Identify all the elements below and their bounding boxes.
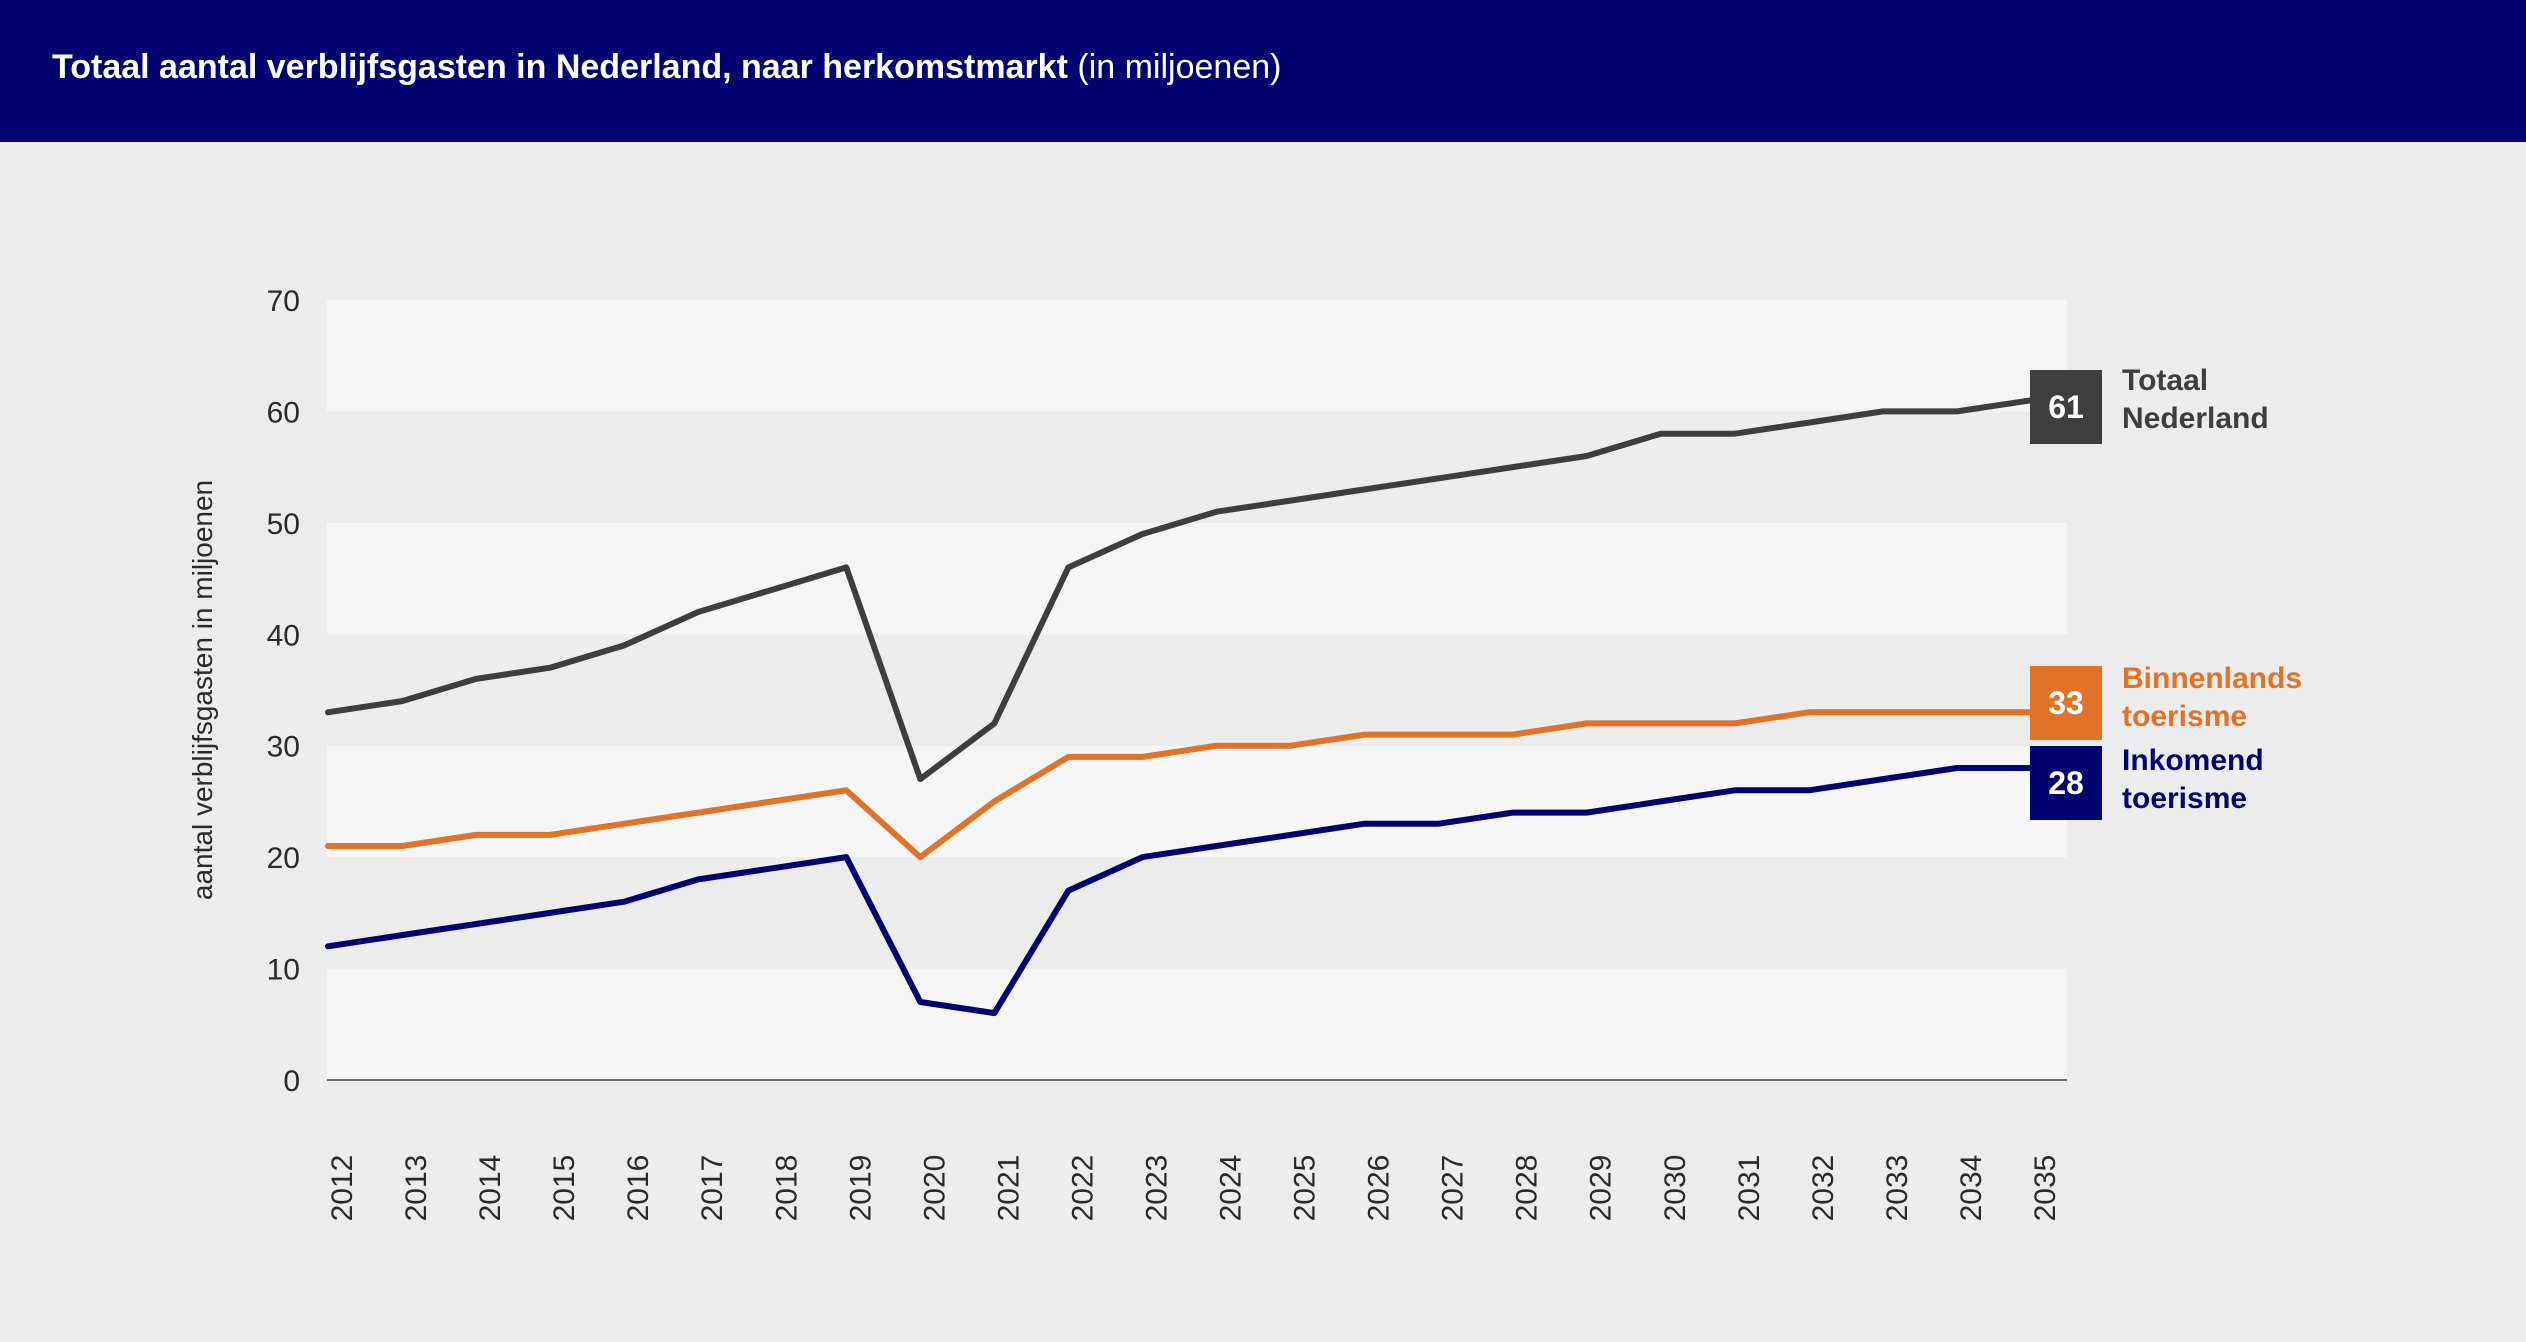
grid-band bbox=[327, 411, 2067, 523]
y-tick-label: 70 bbox=[267, 285, 300, 318]
end-badge-binnenlands bbox=[2030, 666, 2102, 740]
x-tick-label: 2016 bbox=[622, 1155, 655, 1222]
x-tick-label: 2023 bbox=[1140, 1155, 1173, 1222]
x-tick-label: 2035 bbox=[2029, 1155, 2062, 1222]
y-tick-label: 0 bbox=[283, 1065, 300, 1098]
end-badge-value-totaal: 61 bbox=[2048, 389, 2084, 425]
y-axis-label: aantal verblijfsgasten in miljoenen bbox=[187, 480, 218, 900]
x-tick-label: 2012 bbox=[326, 1155, 359, 1222]
x-tick-label: 2021 bbox=[992, 1155, 1025, 1222]
grid-band bbox=[327, 300, 2067, 412]
grid-band bbox=[327, 522, 2067, 635]
grid-band bbox=[327, 745, 2067, 858]
end-badge-totaal bbox=[2030, 370, 2102, 444]
x-tick-label: 2020 bbox=[918, 1155, 951, 1222]
y-tick-label: 50 bbox=[267, 508, 300, 541]
x-tick-label: 2022 bbox=[1066, 1155, 1099, 1222]
chart-title: Totaal aantal verblijfsgasten in Nederla… bbox=[52, 48, 1281, 87]
y-tick-label: 20 bbox=[267, 842, 300, 875]
x-tick-label: 2019 bbox=[844, 1155, 877, 1222]
end-badge-value-binnenlands: 33 bbox=[2048, 685, 2084, 721]
x-tick-label: 2018 bbox=[770, 1155, 803, 1222]
series-label-binnenlands: Binnenlands bbox=[2122, 662, 2302, 695]
series-label-totaal: Totaal bbox=[2122, 364, 2208, 397]
x-tick-label: 2013 bbox=[400, 1155, 433, 1222]
x-tick-label: 2025 bbox=[1289, 1155, 1322, 1222]
chart-title-unit: (in miljoenen) bbox=[1077, 48, 1282, 86]
header-bar: Totaal aantal verblijfsgasten in Nederla… bbox=[0, 0, 2526, 142]
x-tick-label: 2024 bbox=[1215, 1155, 1248, 1222]
series-label-inkomend: Inkomend bbox=[2122, 744, 2264, 777]
x-tick-label: 2030 bbox=[1659, 1155, 1692, 1222]
x-tick-label: 2029 bbox=[1585, 1155, 1618, 1222]
series-label-totaal: Nederland bbox=[2122, 402, 2269, 435]
x-tick-label: 2032 bbox=[1807, 1155, 1840, 1222]
series-line-inkomend bbox=[325, 765, 2034, 1017]
y-tick-label: 60 bbox=[267, 396, 300, 429]
end-badge-value-inkomend: 28 bbox=[2048, 765, 2084, 801]
grid-band bbox=[327, 634, 2067, 746]
grid-band bbox=[327, 857, 2067, 969]
y-tick-label: 10 bbox=[267, 954, 300, 987]
chart-title-text: Totaal aantal verblijfsgasten in Nederla… bbox=[52, 48, 1068, 86]
x-tick-label: 2031 bbox=[1733, 1155, 1766, 1222]
series-label-inkomend: toerisme bbox=[2122, 782, 2247, 815]
x-tick-label: 2034 bbox=[1955, 1155, 1988, 1222]
x-tick-label: 2015 bbox=[548, 1155, 581, 1222]
x-tick-label: 2017 bbox=[696, 1155, 729, 1222]
series-line-binnenlands bbox=[325, 709, 2034, 861]
x-tick-label: 2026 bbox=[1363, 1155, 1396, 1222]
series-label-binnenlands: toerisme bbox=[2122, 700, 2247, 733]
x-tick-label: 2028 bbox=[1511, 1155, 1544, 1222]
series-line-totaal bbox=[325, 397, 2034, 783]
end-badge-inkomend bbox=[2030, 746, 2102, 820]
x-tick-label: 2014 bbox=[474, 1155, 507, 1222]
y-tick-label: 30 bbox=[267, 731, 300, 764]
y-tick-label: 40 bbox=[267, 619, 300, 652]
x-tick-label: 2027 bbox=[1437, 1155, 1470, 1222]
grid-band bbox=[327, 968, 2067, 1080]
x-tick-label: 2033 bbox=[1881, 1155, 1914, 1222]
